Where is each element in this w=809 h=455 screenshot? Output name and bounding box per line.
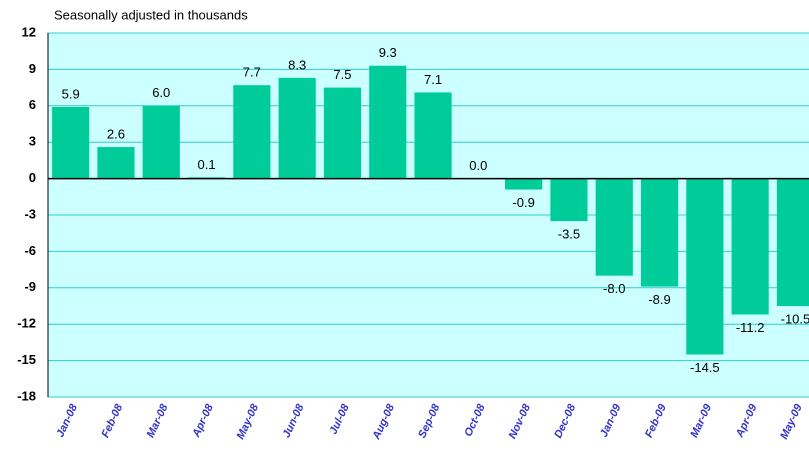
y-tick-label: 3: [29, 134, 36, 149]
y-tick-label: -6: [24, 243, 36, 258]
y-tick-label: -18: [17, 388, 36, 403]
bar: [142, 105, 180, 179]
y-tick-label: 9: [29, 61, 36, 76]
bar: [505, 178, 543, 190]
x-tick-label: Jun-08: [281, 402, 307, 440]
bar: [369, 65, 407, 179]
x-tick-label: Apr-08: [190, 402, 216, 440]
bar: [731, 178, 769, 315]
y-tick-label: -3: [24, 206, 36, 221]
x-tick-label: Jan-09: [598, 402, 624, 439]
x-tick-label: May-08: [235, 402, 262, 442]
bar: [550, 178, 588, 222]
bar: [414, 92, 452, 179]
x-tick-label: Jul-08: [327, 402, 352, 437]
bar: [686, 178, 724, 355]
bar: [323, 87, 362, 179]
bar: [97, 147, 135, 179]
y-tick-label: 0: [29, 170, 36, 185]
data-label: 5.9: [62, 86, 80, 101]
x-tick-label: May-09: [778, 402, 805, 442]
x-tick-label: Mar-08: [145, 402, 171, 440]
data-label: 9.3: [379, 45, 397, 60]
data-label: 7.7: [243, 65, 261, 80]
data-label: -10.5: [781, 311, 809, 326]
y-tick-label: -15: [17, 352, 36, 367]
data-label: 7.1: [424, 72, 442, 87]
y-tick-label: -12: [17, 316, 36, 331]
data-label: -8.9: [648, 292, 670, 307]
x-tick-label: Feb-09: [643, 402, 669, 440]
bar: [278, 77, 316, 179]
y-tick-label: 12: [22, 24, 36, 39]
x-tick-label: Mar-09: [688, 402, 714, 440]
y-tick-label: 6: [29, 97, 36, 112]
x-tick-label: Feb-08: [99, 402, 125, 440]
data-label: 8.3: [288, 57, 306, 72]
bar: [595, 178, 633, 276]
data-label: 6.0: [152, 85, 170, 100]
bar: [640, 178, 679, 287]
data-label: -0.9: [512, 195, 534, 210]
data-label: 0.1: [198, 157, 216, 172]
bar: [776, 178, 809, 306]
x-tick-label: Nov-08: [507, 402, 534, 441]
bar: [52, 107, 90, 179]
x-tick-label: Jan-08: [54, 402, 80, 439]
chart-subtitle: Seasonally adjusted in thousands: [54, 7, 248, 22]
data-label: -14.5: [690, 360, 720, 375]
x-tick-label: Oct-08: [462, 402, 488, 439]
x-tick-label: Apr-09: [733, 402, 759, 440]
x-tick-label: Dec-08: [552, 402, 578, 441]
x-tick-label: Sep-08: [416, 402, 442, 441]
x-tick-label: Aug-08: [370, 402, 397, 443]
bar: [233, 85, 271, 179]
y-tick-label: -9: [24, 279, 36, 294]
data-label: -3.5: [558, 227, 580, 242]
data-label: 2.6: [107, 126, 125, 141]
data-label: 0.0: [469, 158, 487, 173]
data-label: -8.0: [603, 281, 625, 296]
data-label: -11.2: [736, 320, 765, 335]
data-label: 7.5: [333, 67, 351, 82]
